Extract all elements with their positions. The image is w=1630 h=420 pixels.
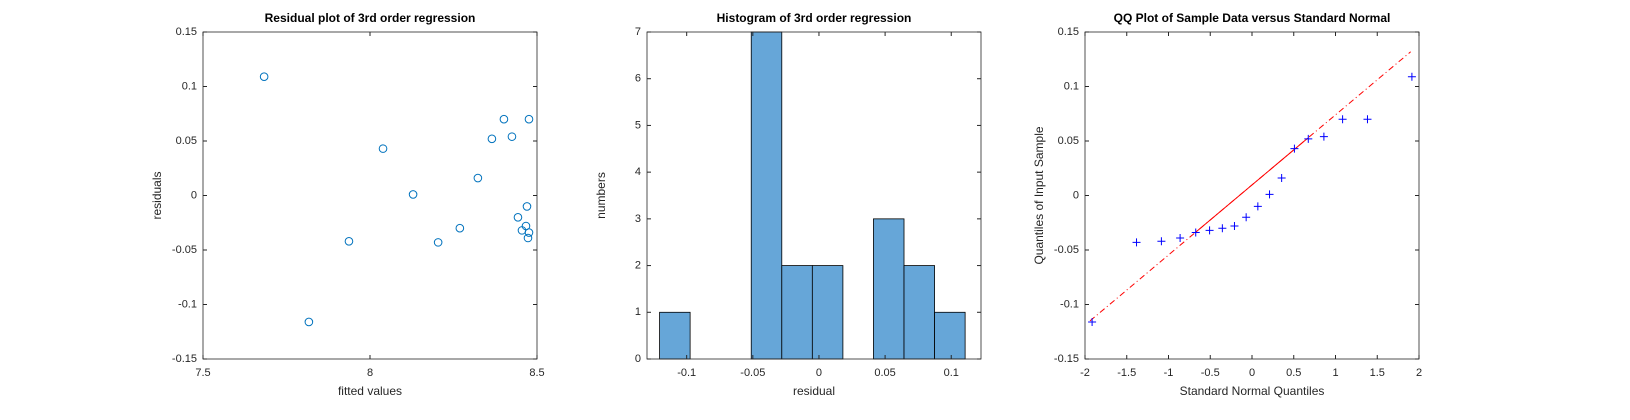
plus-marker bbox=[1363, 115, 1372, 124]
circle-marker bbox=[473, 173, 483, 183]
reference-line bbox=[1195, 137, 1309, 233]
y-axis-label: Quantiles of Input Sample bbox=[1032, 126, 1046, 264]
plus-marker bbox=[1319, 132, 1328, 141]
plus-marker bbox=[1338, 115, 1347, 124]
x-tick-label: 0 bbox=[816, 367, 822, 379]
circle-marker bbox=[517, 226, 527, 235]
x-tick-label: -1 bbox=[1164, 367, 1174, 379]
circle-marker bbox=[523, 233, 533, 243]
histogram-bar bbox=[873, 218, 905, 360]
x-axis-label: residual bbox=[793, 384, 835, 398]
plus-marker bbox=[1230, 222, 1239, 231]
axes-box bbox=[646, 31, 982, 360]
y-tick-label: 0.1 bbox=[182, 80, 197, 92]
x-tick-label: 0 bbox=[1249, 367, 1255, 379]
plus-marker bbox=[1088, 317, 1097, 326]
y-tick-label: 4 bbox=[635, 166, 641, 178]
circle-marker bbox=[524, 114, 534, 124]
plus-marker bbox=[1304, 134, 1313, 143]
y-tick-label: -0.15 bbox=[1054, 353, 1079, 365]
circle-marker bbox=[507, 132, 517, 141]
y-tick-label: 7 bbox=[635, 26, 641, 38]
x-tick-label: 2 bbox=[1416, 367, 1422, 379]
y-tick-label: 0.1 bbox=[1064, 80, 1079, 92]
plus-marker bbox=[1157, 237, 1166, 246]
y-tick-label: -0.1 bbox=[178, 298, 197, 310]
x-tick-label: -0.5 bbox=[1201, 367, 1220, 379]
x-axis-label: fitted values bbox=[338, 384, 402, 398]
histogram-bar bbox=[934, 311, 966, 360]
y-tick-label: 0 bbox=[635, 353, 641, 365]
y-tick-label: 0.15 bbox=[1058, 26, 1079, 38]
plus-marker bbox=[1253, 202, 1262, 211]
plus-marker bbox=[1218, 224, 1227, 233]
y-tick-label: -0.1 bbox=[1060, 298, 1079, 310]
y-tick-label: 5 bbox=[635, 119, 641, 131]
plus-marker bbox=[1205, 226, 1214, 235]
y-tick-label: -0.05 bbox=[172, 244, 197, 256]
plus-marker bbox=[1176, 234, 1185, 243]
circle-marker bbox=[522, 202, 532, 211]
y-axis-label: numbers bbox=[594, 172, 608, 219]
y-tick-label: 0.15 bbox=[176, 26, 197, 38]
x-tick-label: 1 bbox=[1332, 367, 1338, 379]
circle-marker bbox=[259, 72, 269, 81]
y-tick-label: 0.05 bbox=[1058, 135, 1079, 147]
x-tick-label: 8 bbox=[367, 367, 373, 379]
histogram-bar bbox=[750, 31, 783, 360]
x-axis-label: Standard Normal Quantiles bbox=[1180, 384, 1325, 398]
chart-title: Histogram of 3rd order regression bbox=[717, 11, 912, 25]
y-tick-label: 1 bbox=[635, 306, 641, 318]
plus-marker bbox=[1265, 190, 1274, 199]
circle-marker bbox=[524, 228, 534, 237]
histogram-bar bbox=[659, 311, 691, 360]
y-tick-label: 0 bbox=[1073, 189, 1079, 201]
axes-box bbox=[1084, 31, 1420, 360]
y-tick-label: 0.05 bbox=[176, 135, 197, 147]
histogram-bar bbox=[811, 265, 844, 360]
y-tick-label: 3 bbox=[635, 213, 641, 225]
plus-marker bbox=[1242, 213, 1251, 222]
y-tick-label: 6 bbox=[635, 73, 641, 85]
x-tick-label: -0.1 bbox=[677, 367, 696, 379]
circle-marker bbox=[433, 238, 443, 247]
x-tick-label: 0.05 bbox=[874, 367, 895, 379]
plus-marker bbox=[1277, 174, 1286, 183]
x-tick-label: -1.5 bbox=[1117, 367, 1136, 379]
x-tick-label: 0.1 bbox=[944, 367, 959, 379]
y-tick-label: -0.05 bbox=[1054, 244, 1079, 256]
circle-marker bbox=[513, 213, 523, 222]
plus-marker bbox=[1132, 238, 1141, 247]
circle-marker bbox=[408, 190, 418, 199]
histogram-bar bbox=[781, 265, 813, 360]
plus-marker bbox=[1191, 228, 1200, 237]
circle-marker bbox=[499, 114, 509, 124]
plus-marker bbox=[1290, 144, 1299, 153]
chart-title: Residual plot of 3rd order regression bbox=[265, 11, 476, 25]
y-tick-label: -0.15 bbox=[172, 353, 197, 365]
y-tick-label: 0 bbox=[191, 189, 197, 201]
circle-marker bbox=[304, 317, 314, 327]
circle-marker bbox=[487, 134, 497, 144]
circle-marker bbox=[455, 223, 465, 233]
histogram-bar bbox=[903, 265, 935, 360]
circle-marker bbox=[344, 236, 354, 246]
chart-title: QQ Plot of Sample Data versus Standard N… bbox=[1114, 11, 1391, 25]
y-tick-label: 2 bbox=[635, 259, 641, 271]
circle-marker bbox=[378, 144, 388, 153]
x-tick-label: 7.5 bbox=[195, 367, 210, 379]
x-tick-label: -2 bbox=[1080, 367, 1090, 379]
x-tick-label: 8.5 bbox=[529, 367, 544, 379]
x-tick-label: 1.5 bbox=[1370, 367, 1385, 379]
y-axis-label: residuals bbox=[150, 171, 164, 219]
x-tick-label: 0.5 bbox=[1286, 367, 1301, 379]
plus-marker bbox=[1407, 72, 1416, 81]
axes-box bbox=[202, 31, 538, 360]
x-tick-label: -0.05 bbox=[740, 367, 765, 379]
